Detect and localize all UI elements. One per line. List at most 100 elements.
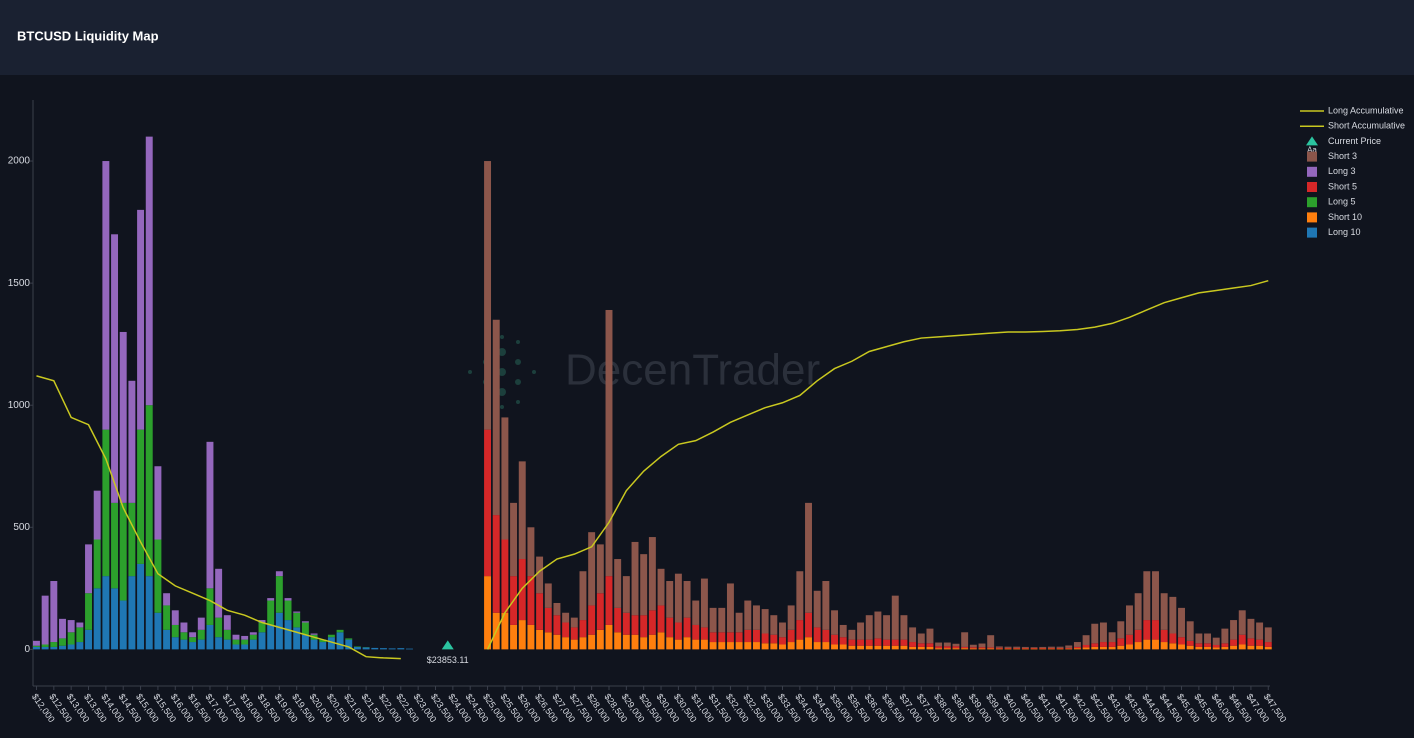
bar xyxy=(883,615,891,640)
bar xyxy=(787,629,795,643)
bar xyxy=(848,629,856,640)
bar xyxy=(67,632,75,645)
bar xyxy=(1230,639,1238,646)
bar xyxy=(883,639,891,646)
bar xyxy=(622,634,630,650)
bar xyxy=(163,605,171,630)
legend-label[interactable]: Long Accumulative xyxy=(1328,105,1404,115)
bar xyxy=(310,639,318,650)
bar xyxy=(345,639,353,650)
legend-label[interactable]: Short 3 xyxy=(1328,151,1357,161)
bar xyxy=(119,331,127,503)
bar xyxy=(700,639,708,650)
bar xyxy=(579,620,587,638)
bar xyxy=(1117,621,1125,639)
legend-label[interactable]: Short Accumulative xyxy=(1328,121,1405,131)
bar xyxy=(232,639,240,645)
bar xyxy=(1212,647,1220,650)
bar xyxy=(50,642,58,647)
legend-swatch[interactable] xyxy=(1307,227,1317,238)
bar xyxy=(223,639,231,650)
bar xyxy=(674,573,682,623)
bar xyxy=(1247,638,1255,646)
bar xyxy=(1126,644,1133,650)
bar xyxy=(275,576,283,613)
bar xyxy=(917,643,925,647)
bar xyxy=(683,617,691,638)
bar xyxy=(709,607,717,633)
bar xyxy=(284,600,292,621)
bar xyxy=(1108,646,1116,650)
bar xyxy=(969,644,977,648)
bar xyxy=(995,648,1003,650)
legend-swatch[interactable] xyxy=(1307,166,1317,177)
bar xyxy=(59,645,66,650)
bar xyxy=(1099,646,1107,650)
y-tick-label: 1500 xyxy=(8,278,31,289)
bar xyxy=(171,624,179,638)
bar xyxy=(180,632,188,640)
bar xyxy=(943,646,951,649)
bar xyxy=(33,645,40,647)
bar xyxy=(1221,643,1229,647)
bar xyxy=(1030,648,1038,650)
bar xyxy=(761,609,769,634)
legend-swatch[interactable] xyxy=(1307,197,1317,208)
bar xyxy=(85,544,92,594)
bar xyxy=(310,633,318,635)
bar xyxy=(1056,646,1064,648)
bar xyxy=(258,620,266,623)
bar xyxy=(293,627,301,650)
bar xyxy=(761,643,769,650)
bar xyxy=(813,642,821,650)
legend-label[interactable]: Long 10 xyxy=(1328,227,1361,237)
bar xyxy=(700,578,708,628)
legend-swatch[interactable] xyxy=(1307,151,1317,162)
bar xyxy=(215,617,223,638)
bar xyxy=(1073,648,1081,650)
bar xyxy=(683,637,691,650)
bar xyxy=(1247,645,1255,650)
bar xyxy=(1204,643,1212,647)
bar xyxy=(588,634,596,650)
bar xyxy=(41,646,49,650)
bar xyxy=(631,615,639,635)
bar xyxy=(987,647,995,649)
legend-label[interactable]: Short 10 xyxy=(1328,212,1362,222)
bar xyxy=(275,612,283,650)
bar xyxy=(961,648,969,650)
bar xyxy=(553,615,561,635)
bar xyxy=(85,593,92,630)
bar xyxy=(1082,647,1090,650)
legend-label[interactable]: Current Price xyxy=(1328,136,1381,146)
legend-swatch[interactable] xyxy=(1307,182,1317,192)
bar xyxy=(770,634,778,644)
bar xyxy=(648,634,656,650)
bar xyxy=(1065,648,1073,650)
bar xyxy=(111,588,119,650)
bar xyxy=(1238,634,1246,645)
bar xyxy=(527,576,535,625)
bar xyxy=(397,648,405,650)
bar xyxy=(180,622,188,633)
bar xyxy=(1169,633,1177,644)
legend-label[interactable]: Short 5 xyxy=(1328,181,1357,191)
bar xyxy=(865,639,873,646)
legend-swatch[interactable] xyxy=(1307,212,1317,223)
legend-label[interactable]: Long 3 xyxy=(1328,166,1356,176)
bar xyxy=(536,593,544,630)
bar xyxy=(952,648,960,650)
bar xyxy=(805,502,812,613)
bar xyxy=(1195,633,1203,644)
bar xyxy=(527,624,535,650)
bar xyxy=(709,642,717,650)
bar xyxy=(744,600,752,630)
legend-label[interactable]: Long 5 xyxy=(1328,197,1356,207)
bar xyxy=(562,612,570,623)
bar xyxy=(371,647,379,650)
legend-symbol[interactable] xyxy=(1306,136,1318,146)
bar xyxy=(562,637,570,650)
page-title: BTCUSD Liquidity Map xyxy=(17,28,159,43)
y-tick-label: 1000 xyxy=(8,400,31,411)
bar xyxy=(909,627,917,643)
